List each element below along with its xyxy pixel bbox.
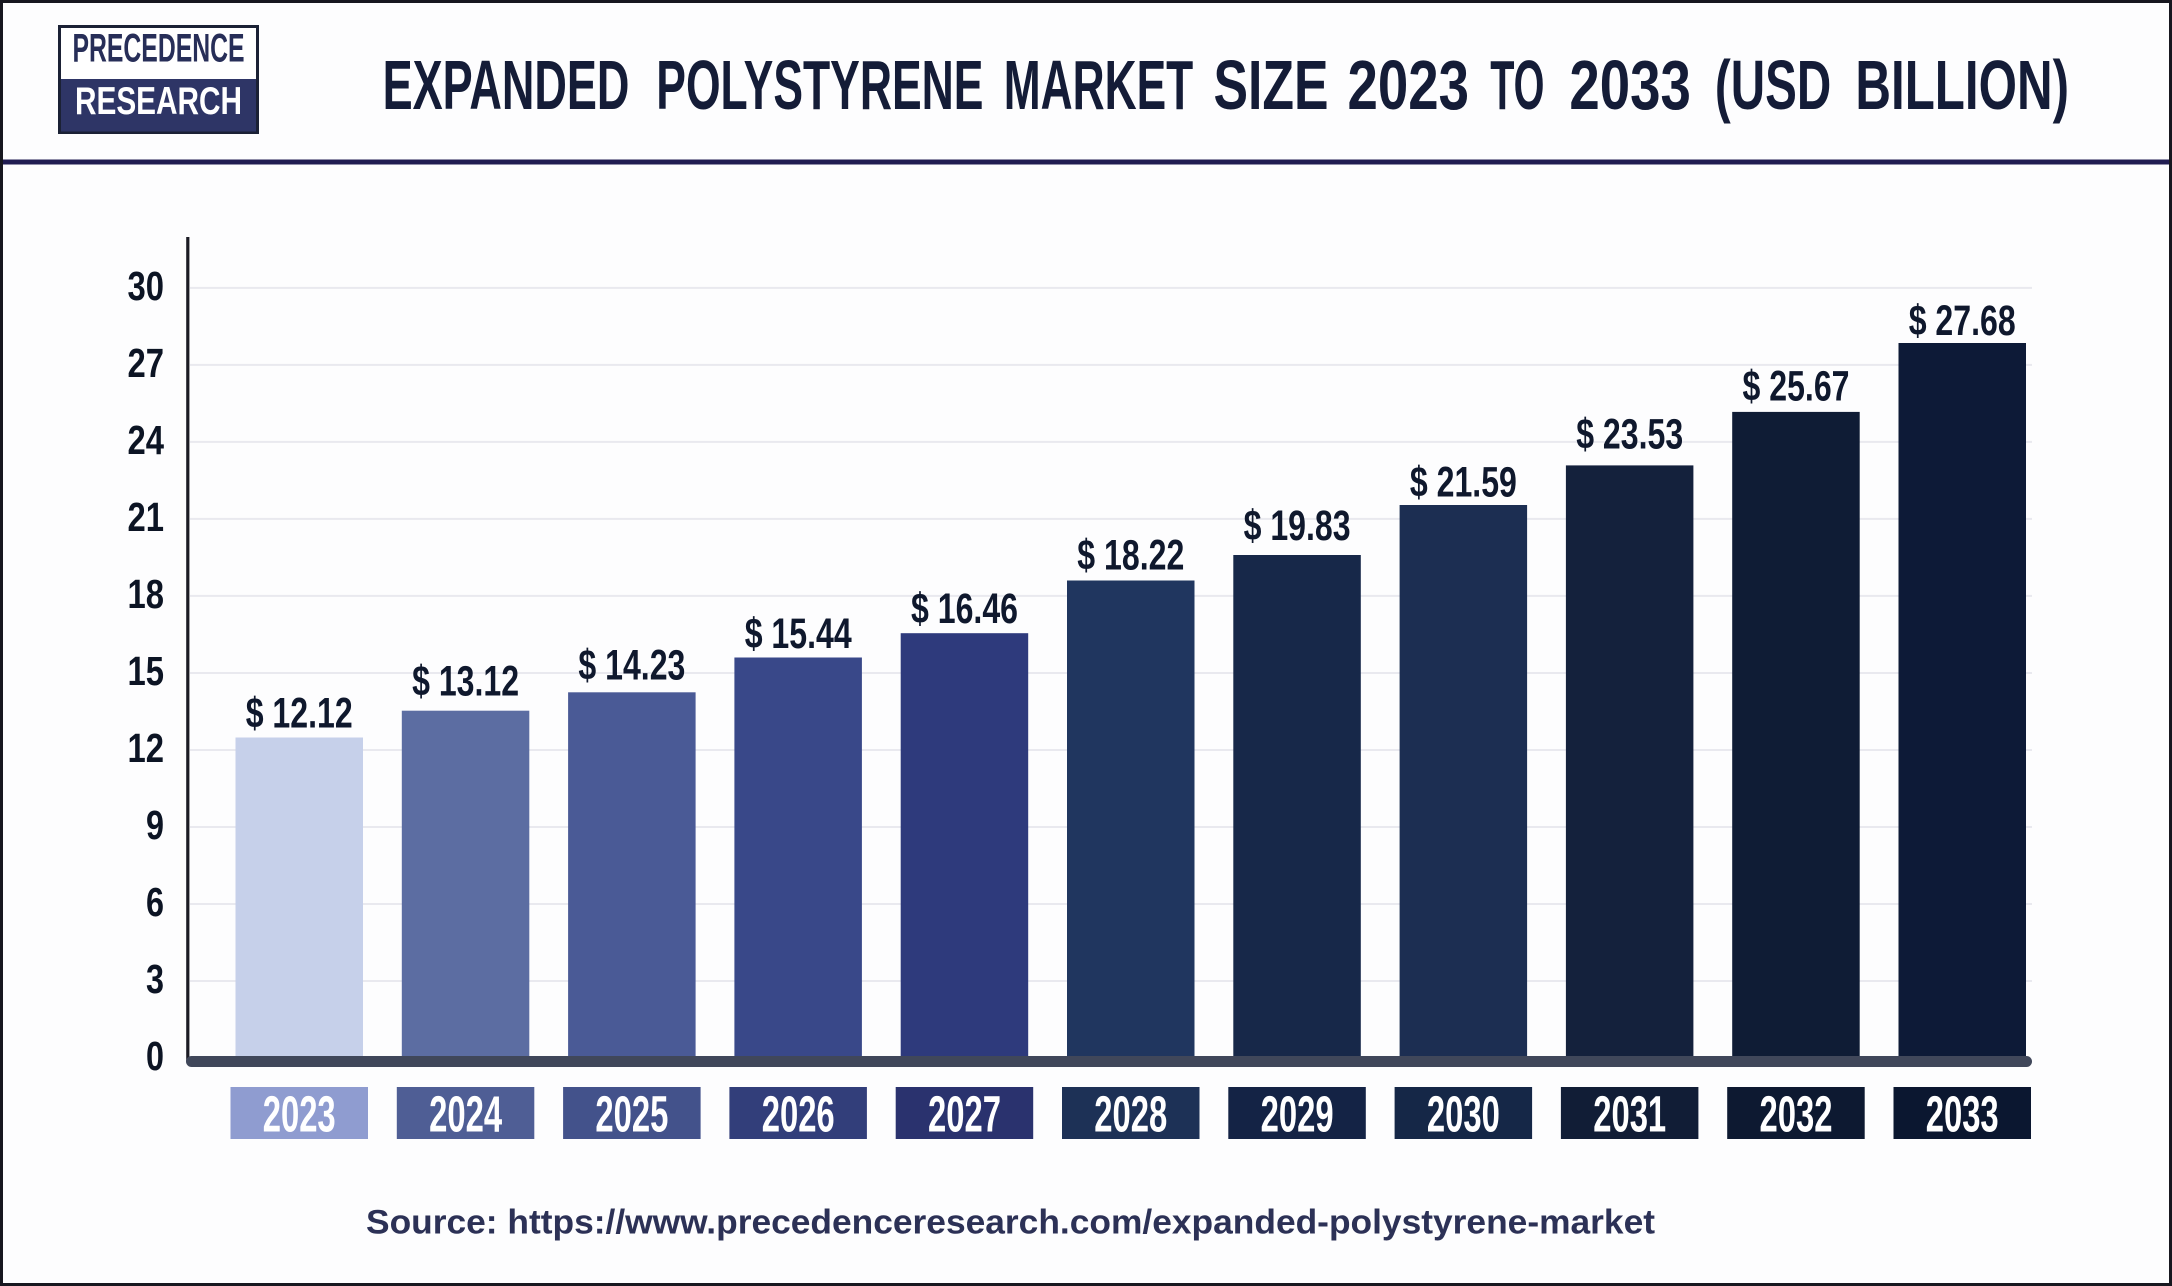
svg-text:(USD: (USD <box>1715 46 1831 124</box>
svg-text:15: 15 <box>128 648 165 694</box>
svg-text:2030: 2030 <box>1427 1086 1500 1143</box>
svg-text:2026: 2026 <box>762 1086 835 1143</box>
svg-text:2027: 2027 <box>928 1086 1001 1143</box>
svg-text:RESEARCH: RESEARCH <box>75 80 242 123</box>
svg-text:9: 9 <box>146 802 164 848</box>
svg-text:PRECEDENCE: PRECEDENCE <box>73 27 245 71</box>
svg-text:3: 3 <box>146 956 164 1002</box>
svg-text:2032: 2032 <box>1760 1086 1833 1143</box>
svg-text:$ 23.53: $ 23.53 <box>1576 411 1683 458</box>
svg-text:2024: 2024 <box>429 1086 502 1143</box>
svg-text:2023: 2023 <box>1348 46 1470 124</box>
svg-text:21: 21 <box>128 494 165 540</box>
svg-text:$ 12.12: $ 12.12 <box>246 691 353 738</box>
svg-text:2033: 2033 <box>1569 46 1691 124</box>
svg-text:BILLION): BILLION) <box>1855 46 2069 124</box>
svg-text:6: 6 <box>146 879 164 925</box>
svg-text:$ 13.12: $ 13.12 <box>412 659 519 706</box>
svg-text:2023: 2023 <box>263 1086 336 1143</box>
svg-text:2028: 2028 <box>1094 1086 1167 1143</box>
svg-text:$ 15.44: $ 15.44 <box>745 611 852 658</box>
svg-text:$ 21.59: $ 21.59 <box>1410 459 1517 506</box>
svg-text:$ 27.68: $ 27.68 <box>1909 298 2016 345</box>
svg-text:18: 18 <box>128 571 165 617</box>
svg-text:2029: 2029 <box>1261 1086 1334 1143</box>
svg-text:$ 25.67: $ 25.67 <box>1743 364 1850 411</box>
svg-text:0: 0 <box>146 1033 164 1079</box>
svg-text:2025: 2025 <box>595 1086 668 1143</box>
svg-text:$ 19.83: $ 19.83 <box>1244 503 1351 550</box>
svg-text:POLYSTYRENE: POLYSTYRENE <box>656 46 983 124</box>
svg-text:SIZE: SIZE <box>1214 46 1329 124</box>
svg-text:MARKET: MARKET <box>1004 46 1193 124</box>
svg-text:12: 12 <box>128 725 165 771</box>
svg-text:24: 24 <box>128 417 165 463</box>
svg-text:2031: 2031 <box>1593 1086 1666 1143</box>
svg-text:EXPANDED: EXPANDED <box>383 46 630 124</box>
svg-text:$ 18.22: $ 18.22 <box>1077 533 1184 580</box>
svg-text:2033: 2033 <box>1926 1086 1999 1143</box>
svg-text:TO: TO <box>1490 46 1544 124</box>
svg-text:Source: https://www.precedence: Source: https://www.precedenceresearch.c… <box>366 1204 1656 1242</box>
svg-text:27: 27 <box>128 340 165 386</box>
svg-text:$ 14.23: $ 14.23 <box>578 643 685 690</box>
svg-text:30: 30 <box>128 263 165 309</box>
svg-text:$ 16.46: $ 16.46 <box>911 586 1018 633</box>
